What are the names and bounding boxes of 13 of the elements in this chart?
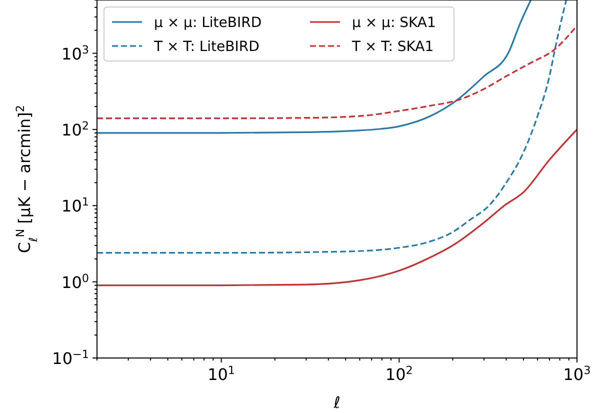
y-tick-label: 10$^{−1}$ [52, 348, 89, 368]
y-tick-label: 10$^{1}$ [62, 195, 89, 216]
legend-label: μ × μ: LiteBIRD [154, 15, 262, 31]
x-axis-title: ℓ [332, 393, 340, 412]
legend-label: T × T: LiteBIRD [153, 39, 260, 55]
legend-label: T × T: SKA1 [351, 39, 434, 55]
y-tick-label: 10$^{0}$ [62, 271, 89, 292]
x-tick-label: 10$^{2}$ [385, 364, 413, 384]
legend-label: μ × μ: SKA1 [352, 15, 436, 31]
y-tick-label: 10$^{3}$ [62, 42, 89, 64]
x-tick-label: 10$^{1}$ [208, 364, 236, 384]
y-tick-label: 10$^{2}$ [62, 118, 89, 140]
x-tick-label: 10$^{3}$ [563, 364, 591, 384]
